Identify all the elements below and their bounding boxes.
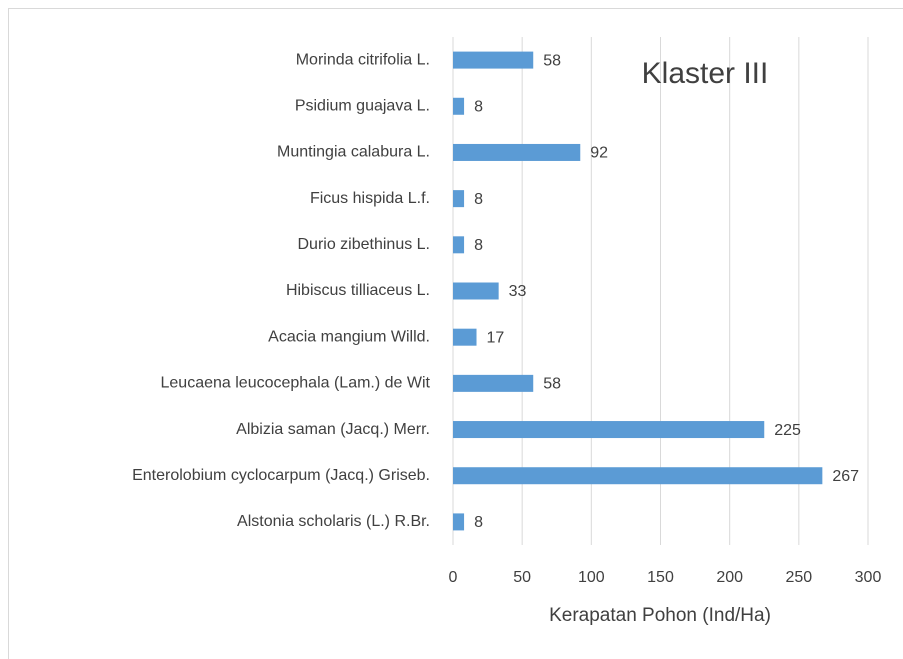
x-tick-label: 200 <box>716 569 743 586</box>
y-tick-label: Alstonia scholaris (L.) R.Br. <box>237 513 430 530</box>
y-tick-label: Psidium guajava L. <box>295 97 430 114</box>
x-tick-label: 150 <box>647 569 674 586</box>
bar <box>453 51 534 69</box>
data-label: 267 <box>832 468 859 485</box>
x-tick-label: 100 <box>578 569 605 586</box>
data-label: 58 <box>543 376 561 393</box>
data-label: 8 <box>474 237 483 254</box>
x-tick-label: 50 <box>513 569 531 586</box>
chart-frame <box>8 8 903 659</box>
y-tick-label: Hibiscus tilliaceus L. <box>286 282 430 299</box>
data-label: 58 <box>543 52 561 69</box>
bar <box>453 421 765 439</box>
chart-title: Klaster III <box>642 57 769 90</box>
data-label: 33 <box>509 283 527 300</box>
bar <box>453 467 823 485</box>
bar <box>453 374 534 392</box>
x-tick-label: 300 <box>855 569 882 586</box>
bar <box>453 236 465 254</box>
y-tick-label: Albizia saman (Jacq.) Merr. <box>236 421 430 438</box>
y-tick-label: Leucaena leucocephala (Lam.) de Wit <box>161 375 431 392</box>
y-tick-label: Acacia mangium Willd. <box>268 328 430 345</box>
bar <box>453 513 465 531</box>
data-label: 225 <box>774 422 801 439</box>
bar <box>453 190 465 208</box>
data-label: 8 <box>474 514 483 531</box>
x-tick-label: 0 <box>449 569 458 586</box>
data-label: 8 <box>474 191 483 208</box>
y-tick-label: Morinda citrifolia L. <box>296 51 430 68</box>
data-label: 17 <box>487 329 505 346</box>
data-label: 8 <box>474 98 483 115</box>
y-tick-label: Durio zibethinus L. <box>297 236 430 253</box>
x-axis-title: Kerapatan Pohon (Ind/Ha) <box>549 605 771 626</box>
bar <box>453 328 477 346</box>
bar <box>453 143 581 161</box>
data-label: 92 <box>590 145 608 162</box>
bar <box>453 97 465 115</box>
y-tick-label: Ficus hispida L.f. <box>310 190 430 207</box>
bar <box>453 282 499 300</box>
y-tick-label: Muntingia calabura L. <box>277 144 430 161</box>
y-tick-label: Enterolobium cyclocarpum (Jacq.) Griseb. <box>132 467 430 484</box>
x-tick-label: 250 <box>785 569 812 586</box>
